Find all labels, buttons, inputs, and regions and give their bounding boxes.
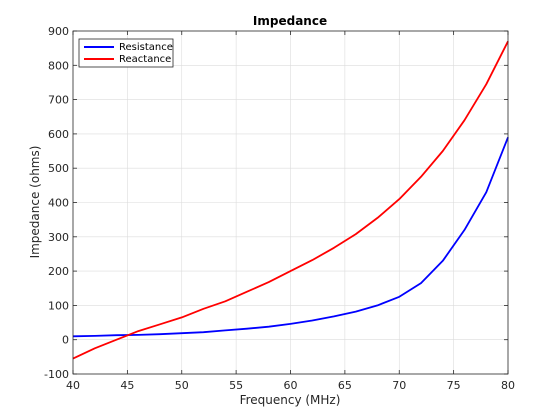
x-tick-label: 80	[501, 379, 515, 392]
legend: Resistance Reactance	[78, 38, 174, 68]
y-tick-label: 200	[48, 265, 69, 278]
y-tick-label: 100	[48, 299, 69, 312]
x-tick-label: 75	[447, 379, 461, 392]
y-tick-label: 300	[48, 231, 69, 244]
legend-label-reactance: Reactance	[119, 54, 171, 65]
y-tick-label: 400	[48, 197, 69, 210]
legend-label-resistance: Resistance	[119, 42, 173, 53]
grid-lines	[73, 31, 508, 374]
y-tick-label: -100	[44, 368, 69, 381]
x-tick-label: 60	[284, 379, 298, 392]
x-tick-label: 50	[175, 379, 189, 392]
tick-labels: 40 45 50 55 60 65 70 75 80 -100 0 100 200 300 400 500 60…	[44, 25, 515, 392]
y-tick-label: 500	[48, 162, 69, 175]
y-tick-label: 900	[48, 25, 69, 38]
y-tick-label: 600	[48, 128, 69, 141]
x-tick-label: 45	[120, 379, 134, 392]
x-tick-label: 40	[66, 379, 80, 392]
y-tick-label: 800	[48, 59, 69, 72]
legend-box	[78, 38, 174, 68]
y-tick-label: 700	[48, 94, 69, 107]
tick-marks	[72, 30, 509, 375]
x-axis-label: Frequency (MHz)	[240, 393, 341, 407]
chart-title: Impedance	[253, 14, 327, 28]
y-tick-label: 0	[62, 334, 69, 347]
y-axis-label: Impedance (ohms)	[28, 146, 42, 259]
x-tick-label: 70	[392, 379, 406, 392]
series-line-resistance	[72, 136, 509, 338]
series-line-reactance	[72, 40, 509, 360]
x-tick-label: 65	[338, 379, 352, 392]
x-tick-label: 55	[229, 379, 243, 392]
series-lines	[72, 40, 509, 360]
